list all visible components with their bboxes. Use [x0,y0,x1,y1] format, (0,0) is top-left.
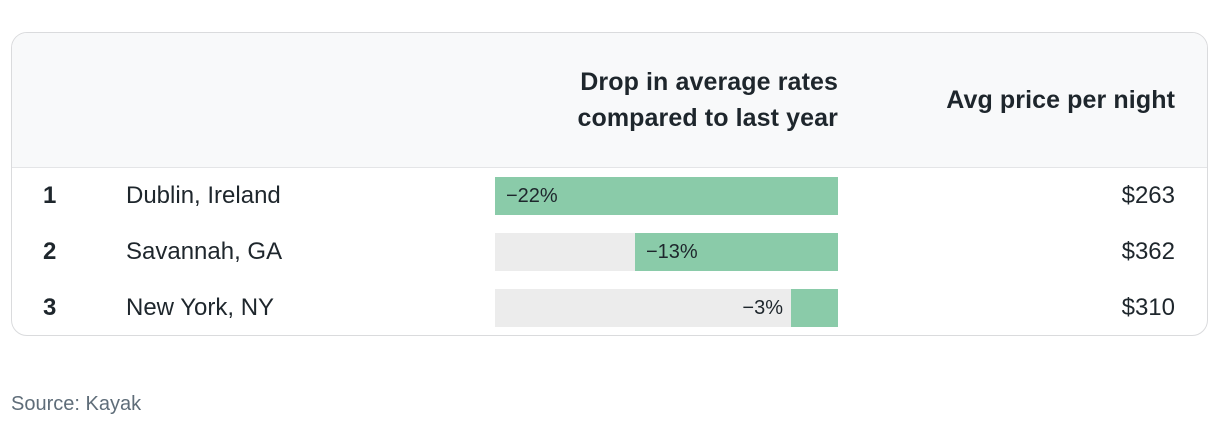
city-cell: Savannah, GA [126,238,283,265]
drop-bar-track: −22% [495,177,838,215]
table-row: 2 Savannah, GA −13% $362 [12,224,1207,280]
drop-bar-label: −13% [646,241,698,263]
drop-header-line2: compared to last year [577,104,838,132]
bar-cell: −22% [495,177,838,215]
rank-cell: 1 [43,182,57,209]
column-header-drop: Drop in average rates compared to last y… [495,64,838,136]
city-cell: Dublin, Ireland [126,182,281,209]
price-cell: $362 [1121,238,1175,265]
table-row: 1 Dublin, Ireland −22% $263 [12,168,1207,224]
rank-cell: 3 [43,294,57,321]
drop-bar-fill [635,233,838,271]
source-attribution: Source: Kayak [11,393,142,415]
column-header-price: Avg price per night [946,86,1175,114]
drop-bar-label: −3% [742,297,783,319]
price-cell: $310 [1121,294,1175,321]
rates-table-card: Drop in average rates compared to last y… [11,32,1208,336]
drop-bar-track: −3% [495,289,838,327]
drop-bar-fill [791,289,838,327]
price-cell: $263 [1121,182,1175,209]
drop-header-line1: Drop in average rates [580,68,838,96]
table-body: 1 Dublin, Ireland −22% $263 2 Savannah, … [12,168,1207,335]
drop-bar-fill [495,177,838,215]
drop-bar-label: −22% [506,185,558,207]
bar-cell: −3% [495,289,838,327]
bar-cell: −13% [495,233,838,271]
rank-cell: 2 [43,238,57,265]
table-row: 3 New York, NY −3% $310 [12,280,1207,335]
city-cell: New York, NY [126,294,275,321]
drop-bar-track: −13% [495,233,838,271]
table-header: Drop in average rates compared to last y… [12,33,1207,168]
